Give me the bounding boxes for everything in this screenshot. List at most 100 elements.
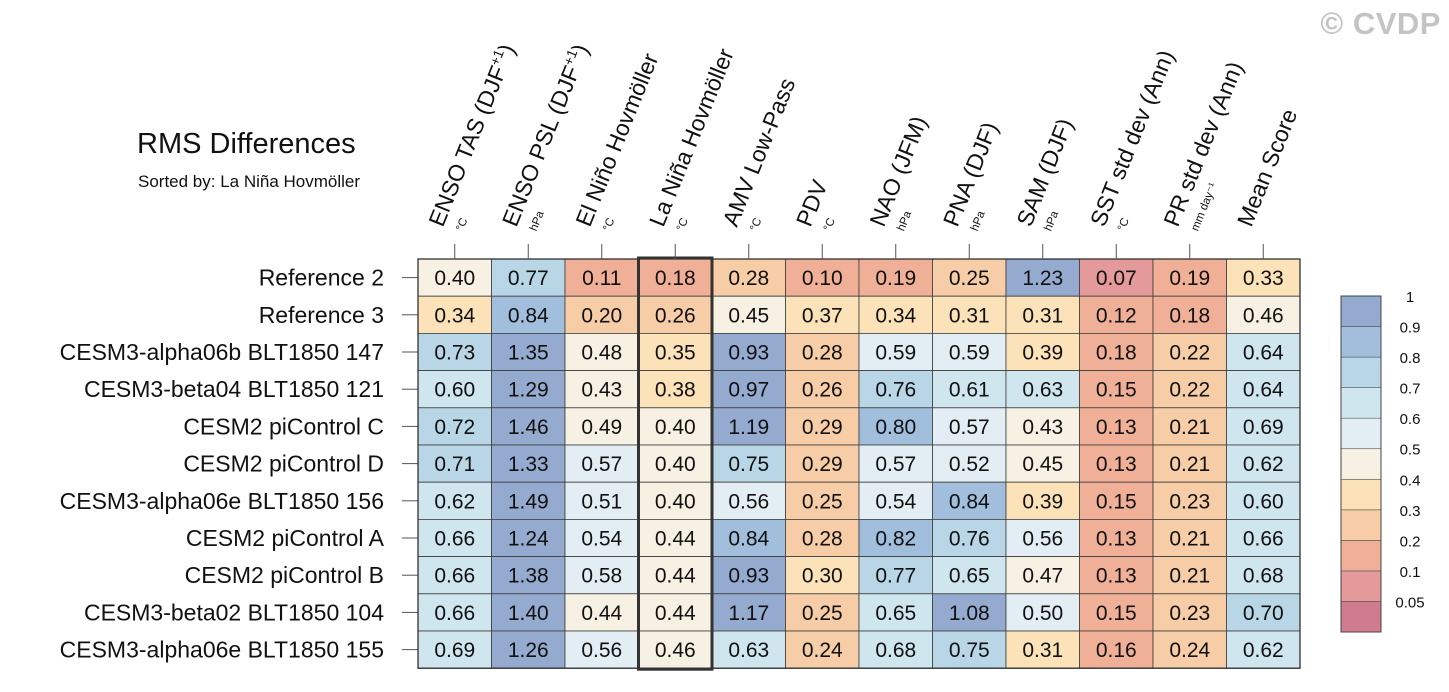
heatmap-cell (1079, 556, 1154, 595)
cell-value-label: 0.45 (728, 304, 769, 327)
heatmap-cell (564, 481, 639, 520)
cell-value-label: 1.29 (508, 379, 549, 402)
cell-value-label: 0.25 (802, 602, 843, 625)
cell-value-label: 0.49 (581, 416, 622, 439)
cell-value-label: 0.56 (728, 490, 769, 513)
cell-value-label: 0.23 (1169, 490, 1210, 513)
cell-value-label: 0.51 (581, 490, 622, 513)
heatmap-cell (1152, 630, 1227, 669)
colorbar-tick-label: 0.2 (1400, 533, 1421, 550)
heatmap-cell (564, 630, 639, 669)
colorbar-tick-label: 0.5 (1400, 442, 1421, 459)
cell-value-label: 1.33 (508, 453, 549, 476)
cell-value-label: 0.80 (875, 416, 916, 439)
heatmap-cell (932, 407, 1007, 446)
cell-value-label: 0.57 (581, 453, 622, 476)
column-header-label: SAM (DJF) (1011, 115, 1078, 230)
colorbar-segment (1340, 387, 1382, 419)
cell-value-label: 0.07 (1096, 267, 1137, 290)
heatmap-cell (638, 593, 713, 632)
heatmap-cell (711, 407, 786, 446)
cell-value-label: 0.34 (434, 304, 475, 327)
heatmap-cell (785, 295, 860, 334)
cell-value-label: 0.76 (949, 528, 990, 551)
row-label: CESM2 piControl A (186, 525, 385, 551)
cell-value-label: 0.44 (581, 602, 622, 625)
cell-value-label: 0.56 (581, 639, 622, 662)
column-unit-label: °C (748, 216, 764, 232)
cell-value-label: 0.18 (655, 267, 696, 290)
heatmap-cell (1152, 519, 1227, 558)
cell-value-label: 0.60 (1243, 490, 1284, 513)
cell-value-label: 0.61 (949, 379, 990, 402)
cell-value-label: 0.56 (1022, 528, 1063, 551)
cell-value-label: 1.17 (728, 602, 769, 625)
heatmap-cell (932, 370, 1007, 409)
cell-value-label: 0.69 (434, 639, 475, 662)
heatmap-cell (858, 519, 933, 558)
heatmap-cell (564, 332, 639, 371)
cell-value-label: 0.15 (1096, 379, 1137, 402)
colorbar-tick-label: 0.4 (1400, 472, 1421, 489)
heatmap-cell (564, 370, 639, 409)
cell-value-label: 0.82 (875, 528, 916, 551)
heatmap-cell (638, 370, 713, 409)
cell-value-label: 0.18 (1096, 342, 1137, 365)
column-header-label: NAO (JFM) (864, 112, 932, 230)
heatmap-cell (785, 556, 860, 595)
heatmap-cell (1226, 370, 1301, 409)
colorbar-segment (1340, 326, 1382, 358)
heatmap-cell (785, 481, 860, 520)
cell-value-label: 0.54 (875, 490, 916, 513)
column-unit-label: hPa (528, 209, 547, 233)
cell-value-label: 0.58 (581, 565, 622, 588)
colorbar-segment (1340, 570, 1382, 602)
cell-value-label: 0.59 (875, 342, 916, 365)
cell-value-label: 0.72 (434, 416, 475, 439)
cell-value-label: 0.15 (1096, 602, 1137, 625)
heatmap-cell (491, 295, 566, 334)
cell-value-label: 0.54 (581, 528, 622, 551)
cell-value-label: 0.57 (949, 416, 990, 439)
cell-value-label: 0.29 (802, 416, 843, 439)
heatmap-cell (1079, 481, 1154, 520)
column-header-label: PNA (DJF) (938, 118, 1003, 230)
row-label: Reference 3 (259, 302, 384, 328)
cell-value-label: 0.13 (1096, 528, 1137, 551)
cell-value-label: 0.25 (949, 267, 990, 290)
cell-value-label: 0.48 (581, 342, 622, 365)
cell-value-label: 0.59 (949, 342, 990, 365)
row-label: CESM3-beta02 BLT1850 104 (84, 599, 384, 625)
colorbar-segment (1340, 478, 1382, 511)
cell-value-label: 0.24 (1169, 639, 1210, 662)
cell-value-label: 0.30 (802, 565, 843, 588)
heatmap-cell (491, 444, 566, 483)
cell-value-label: 0.77 (875, 565, 916, 588)
cell-value-label: 0.40 (655, 416, 696, 439)
cell-value-label: 0.63 (1022, 379, 1063, 402)
cell-value-label: 0.26 (802, 379, 843, 402)
heatmap-cell (491, 481, 566, 520)
heatmap-cell (1152, 258, 1227, 297)
cell-value-label: 0.28 (802, 528, 843, 551)
cell-value-label: 0.35 (655, 342, 696, 365)
heatmap-cell (1005, 407, 1080, 446)
cell-value-label: 0.38 (655, 379, 696, 402)
column-unit-label: °C (822, 216, 838, 232)
cell-value-label: 0.29 (802, 453, 843, 476)
column-unit-label: °C (601, 216, 617, 232)
heatmap-cell (858, 332, 933, 371)
heatmap-cell (1152, 295, 1227, 334)
colorbar-tick-label: 0.6 (1400, 411, 1421, 428)
heatmap-cell (858, 481, 933, 520)
heatmap-cell (1152, 332, 1227, 371)
heatmap-cell (711, 444, 786, 483)
cell-value-label: 0.19 (1169, 267, 1210, 290)
heatmap-cell (1226, 407, 1301, 446)
cell-value-label: 0.11 (582, 267, 621, 290)
cell-value-label: 0.44 (655, 602, 696, 625)
row-label: CESM3-alpha06b BLT1850 147 (60, 339, 384, 365)
row-label: CESM3-alpha06e BLT1850 155 (60, 637, 384, 663)
cell-value-label: 1.19 (728, 416, 769, 439)
cell-value-label: 0.97 (728, 379, 769, 402)
